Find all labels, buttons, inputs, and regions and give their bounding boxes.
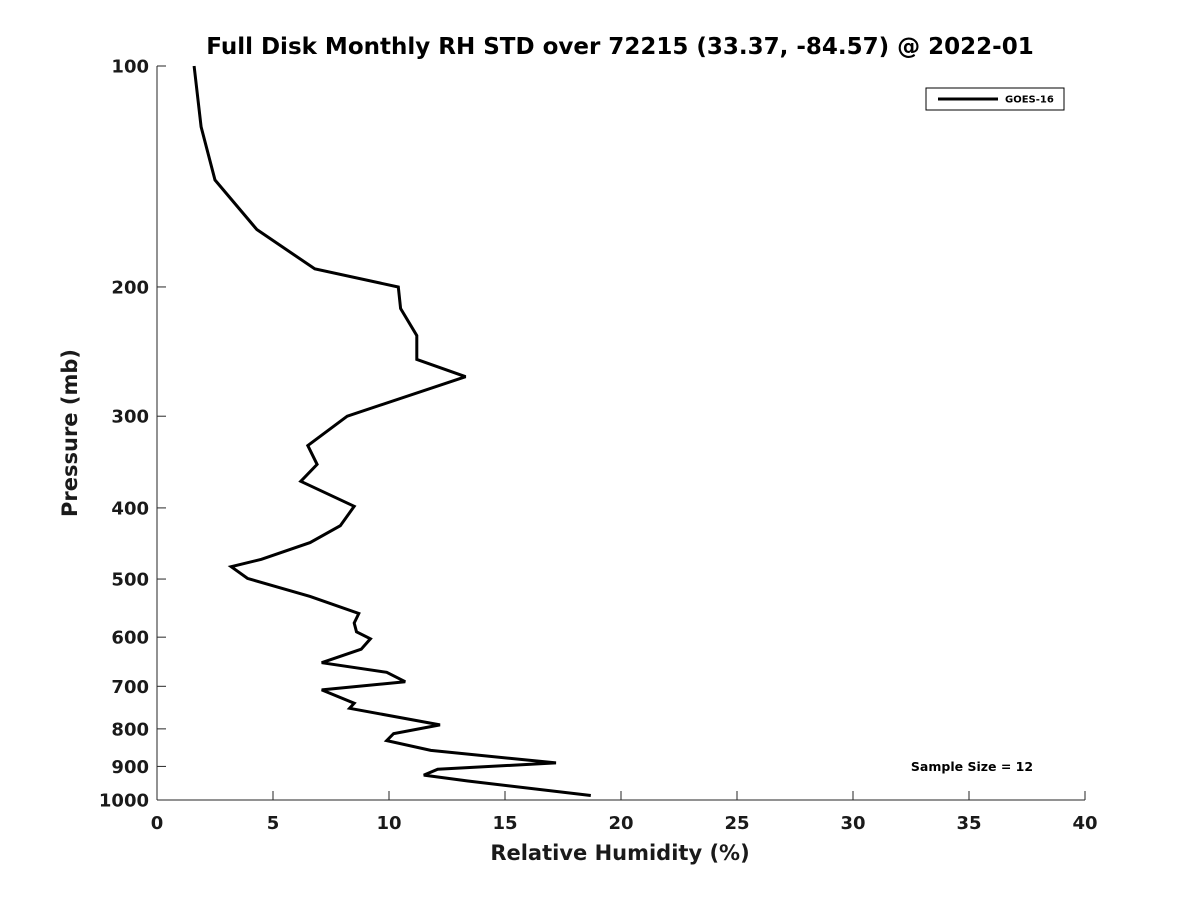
x-tick-label: 5: [267, 813, 280, 834]
axes: [156, 66, 1085, 801]
y-tick-label: 700: [111, 677, 149, 698]
y-tick-label: 200: [111, 277, 149, 298]
legend: GOES-16: [925, 87, 1065, 111]
y-tick-label: 300: [111, 407, 149, 428]
x-tick-label: 35: [956, 813, 981, 834]
y-tick-label: 1000: [99, 791, 149, 812]
x-tick-label: 40: [1072, 813, 1097, 834]
x-tick-label: 20: [608, 813, 633, 834]
y-tick-label: 900: [111, 757, 149, 778]
sample-size-annotation: Sample Size = 12: [911, 759, 1033, 774]
x-axis-label: Relative Humidity (%): [490, 841, 749, 865]
y-axis-label: Pressure (mb): [58, 349, 82, 517]
x-tick-label: 0: [151, 813, 164, 834]
y-tick-label: 600: [111, 628, 149, 649]
x-axis-ticks: 0 5 10 15 20 25 30 35 40: [151, 791, 1098, 834]
x-tick-label: 25: [724, 813, 749, 834]
y-axis-ticks: 100 200 300 400 500 600 700 800 900 1000: [99, 57, 166, 812]
y-tick-label: 100: [111, 57, 149, 78]
series-line-goes-16: [192, 65, 591, 797]
y-tick-label: 500: [111, 570, 149, 591]
x-tick-label: 15: [492, 813, 517, 834]
chart-title: Full Disk Monthly RH STD over 72215 (33.…: [206, 34, 1033, 60]
legend-entry-goes-16: GOES-16: [1005, 95, 1054, 106]
x-tick-label: 30: [840, 813, 865, 834]
x-tick-label: 10: [376, 813, 401, 834]
series-layer: [192, 65, 591, 797]
y-tick-label: 800: [111, 719, 149, 740]
y-tick-label: 400: [111, 498, 149, 519]
